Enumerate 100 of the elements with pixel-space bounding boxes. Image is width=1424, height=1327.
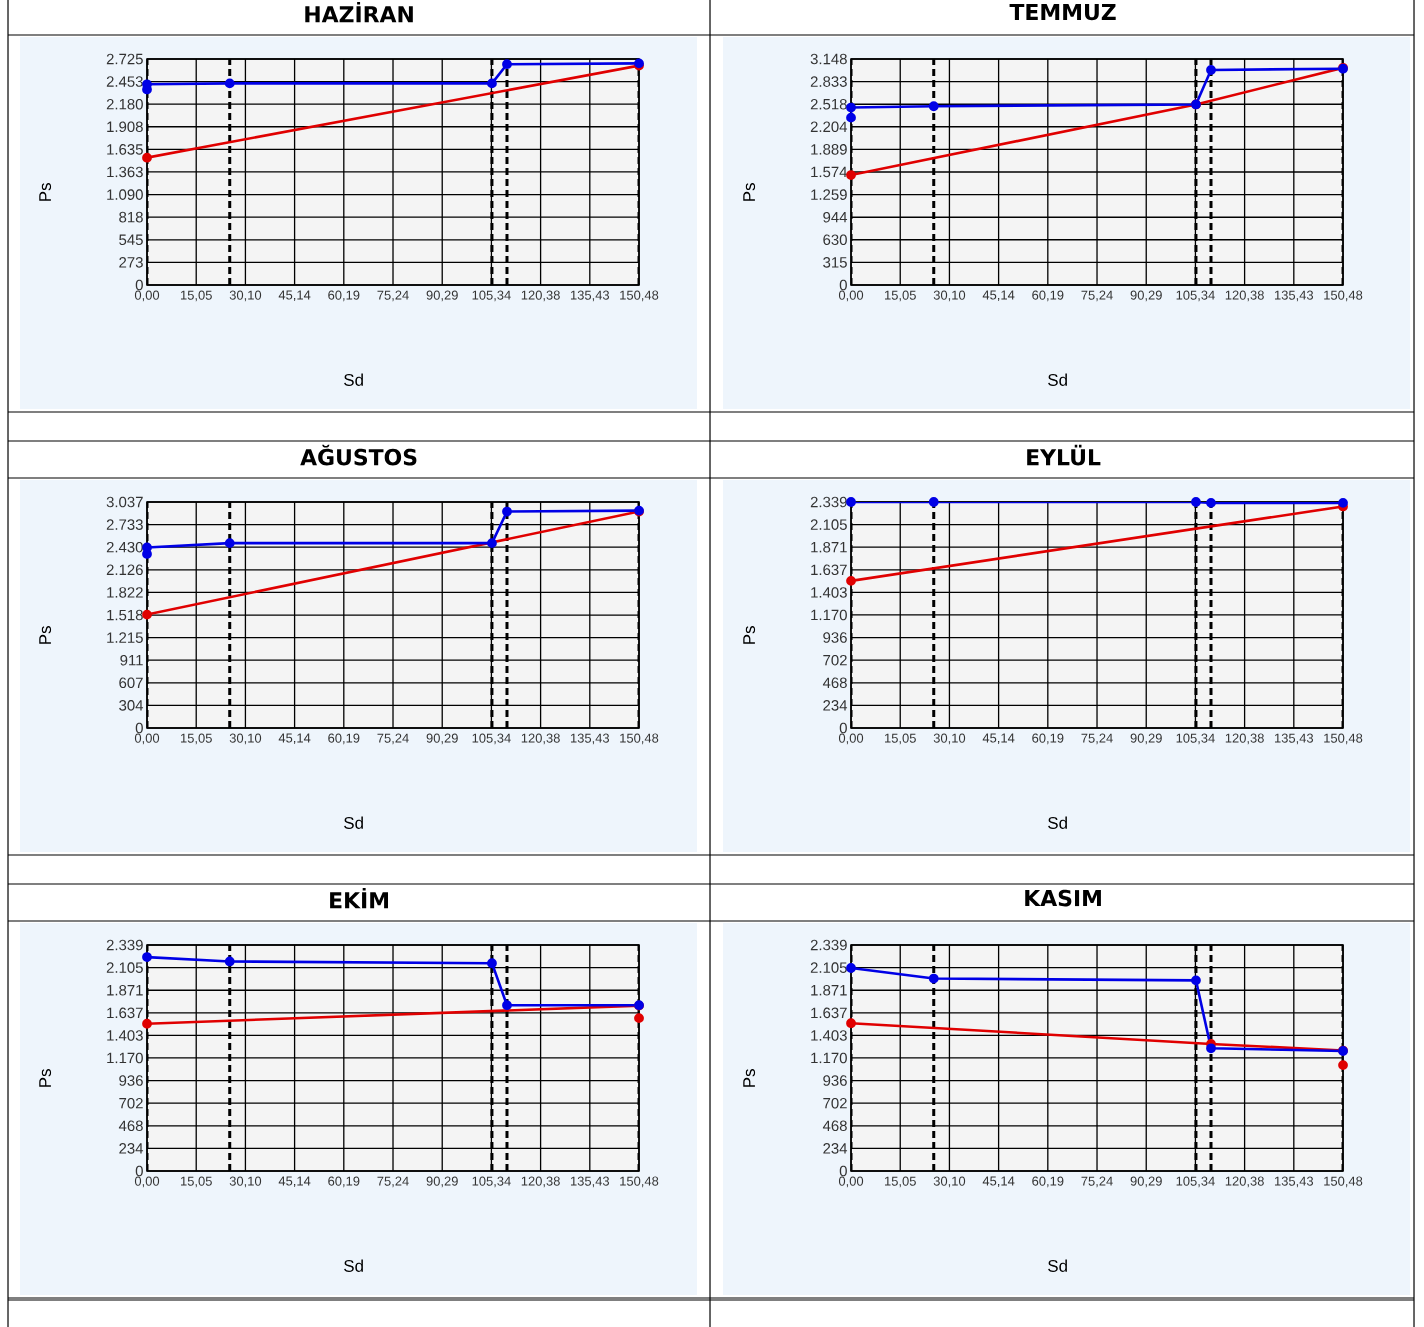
- x-tick-label: 0,00: [134, 1176, 160, 1188]
- y-tick-label: 315: [823, 257, 847, 268]
- x-tick-label: 60,19: [1032, 290, 1064, 302]
- chart-title: KASIM: [1025, 889, 1101, 907]
- y-tick-label: 2.725: [106, 53, 143, 65]
- y-tick-label: 702: [119, 1097, 143, 1109]
- y-tick-label: 234: [119, 1143, 144, 1154]
- y-tick-label: 1.574: [811, 166, 848, 178]
- x-tick-label: 150,48: [1324, 290, 1363, 302]
- y-tick-label: 273: [119, 257, 143, 268]
- x-tick-label: 105,34: [1176, 290, 1215, 302]
- y-tick-label: 1.637: [811, 564, 847, 576]
- x-tick-label: 120,38: [521, 1176, 560, 1188]
- x-tick-label: 30,10: [933, 1176, 966, 1188]
- x-tick-label: 0,00: [838, 1176, 864, 1188]
- x-tick-label: 15,05: [180, 290, 212, 302]
- x-axis-title: Sd: [1048, 373, 1067, 386]
- x-tick-label: 15,05: [180, 1176, 212, 1188]
- x-tick-label: 90,29: [1130, 1176, 1162, 1188]
- chart-title: HAZİRAN: [305, 1, 413, 23]
- y-tick-label: 818: [119, 211, 143, 223]
- y-tick-label: 936: [119, 1075, 143, 1086]
- y-tick-label: 2.430: [106, 541, 143, 553]
- y-tick-label: 1.908: [107, 121, 143, 133]
- y-tick-label: 1.871: [107, 984, 143, 996]
- x-tick-label: 135,43: [570, 1176, 610, 1188]
- y-tick-label: 0: [839, 722, 847, 734]
- x-axis-title: Sd: [1048, 1259, 1067, 1272]
- y-tick-label: 1.403: [811, 587, 847, 598]
- x-axis-title: Sd: [344, 1259, 363, 1272]
- x-tick-label: 75,24: [377, 290, 409, 302]
- y-axis-title: Ps: [743, 183, 756, 201]
- x-tick-label: 90,29: [426, 290, 458, 302]
- x-tick-label: 45,14: [278, 733, 311, 745]
- y-tick-label: 3.037: [106, 496, 143, 508]
- x-tick-label: 120,38: [1225, 290, 1264, 302]
- x-tick-label: 120,38: [521, 290, 560, 302]
- y-tick-label: 2.733: [106, 519, 143, 530]
- y-tick-label: 545: [119, 234, 143, 246]
- y-axis-title: Ps: [39, 626, 52, 644]
- y-tick-label: 1.637: [811, 1007, 847, 1019]
- y-tick-label: 936: [823, 632, 847, 643]
- x-tick-label: 150,48: [620, 1176, 659, 1188]
- x-axis-title: Sd: [344, 816, 363, 829]
- y-tick-label: 702: [823, 1097, 847, 1109]
- x-tick-label: 30,10: [933, 733, 966, 745]
- x-tick-label: 150,48: [1324, 1176, 1363, 1188]
- y-tick-label: 1.215: [107, 632, 143, 643]
- x-tick-label: 15,05: [885, 1176, 916, 1188]
- x-tick-label: 75,24: [1081, 733, 1113, 745]
- y-tick-label: 468: [822, 677, 847, 689]
- x-tick-label: 75,24: [1081, 1176, 1113, 1188]
- x-tick-label: 30,10: [229, 1176, 262, 1188]
- y-tick-label: 304: [119, 700, 144, 711]
- y-tick-label: 1.518: [107, 609, 143, 621]
- x-tick-label: 45,14: [982, 1176, 1015, 1188]
- y-tick-label: 2.833: [810, 76, 847, 87]
- x-tick-label: 60,19: [1032, 1176, 1064, 1188]
- chart-title: EKİM: [330, 887, 389, 909]
- y-tick-label: 1.363: [107, 166, 143, 178]
- y-tick-label: 1.170: [811, 609, 847, 621]
- y-tick-label: 2.339: [810, 496, 847, 508]
- x-tick-label: 0,00: [838, 290, 864, 302]
- x-tick-label: 105,34: [472, 733, 511, 745]
- y-tick-label: 1.635: [107, 144, 143, 155]
- y-tick-label: 0: [839, 279, 847, 291]
- y-tick-label: 0: [135, 279, 143, 291]
- x-tick-label: 120,38: [1225, 733, 1264, 745]
- y-tick-label: 2.339: [810, 939, 847, 951]
- y-tick-label: 944: [823, 211, 848, 223]
- x-tick-label: 75,24: [1081, 290, 1113, 302]
- x-tick-label: 60,19: [328, 1176, 360, 1188]
- y-tick-label: 2.180: [106, 98, 143, 110]
- x-tick-label: 60,19: [328, 290, 360, 302]
- x-tick-label: 90,29: [1130, 733, 1162, 745]
- x-tick-label: 105,34: [1176, 1176, 1215, 1188]
- y-tick-label: 2.204: [810, 121, 848, 133]
- x-tick-label: 105,34: [1176, 733, 1215, 745]
- x-tick-label: 90,29: [426, 733, 458, 745]
- y-tick-label: 607: [119, 677, 143, 689]
- x-tick-label: 135,43: [1275, 1176, 1314, 1188]
- y-tick-label: 0: [839, 1165, 847, 1177]
- y-tick-label: 1.871: [811, 541, 847, 553]
- x-tick-label: 90,29: [426, 1176, 458, 1188]
- x-tick-label: 150,48: [620, 733, 659, 745]
- y-axis-title: Ps: [743, 626, 756, 644]
- x-tick-label: 120,38: [1225, 1176, 1264, 1188]
- y-axis-title: Ps: [743, 1069, 756, 1087]
- x-tick-label: 150,48: [1324, 733, 1363, 745]
- y-tick-label: 2.126: [106, 564, 143, 576]
- y-tick-label: 1.170: [811, 1052, 847, 1064]
- x-tick-label: 15,05: [885, 733, 916, 745]
- x-tick-label: 105,34: [472, 1176, 511, 1188]
- x-tick-label: 105,34: [472, 290, 511, 302]
- y-tick-label: 1.889: [811, 144, 847, 155]
- x-tick-label: 120,38: [521, 733, 560, 745]
- y-tick-label: 1.822: [107, 587, 143, 598]
- x-tick-label: 45,14: [278, 290, 311, 302]
- y-tick-label: 936: [823, 1075, 847, 1086]
- x-tick-label: 135,43: [570, 290, 610, 302]
